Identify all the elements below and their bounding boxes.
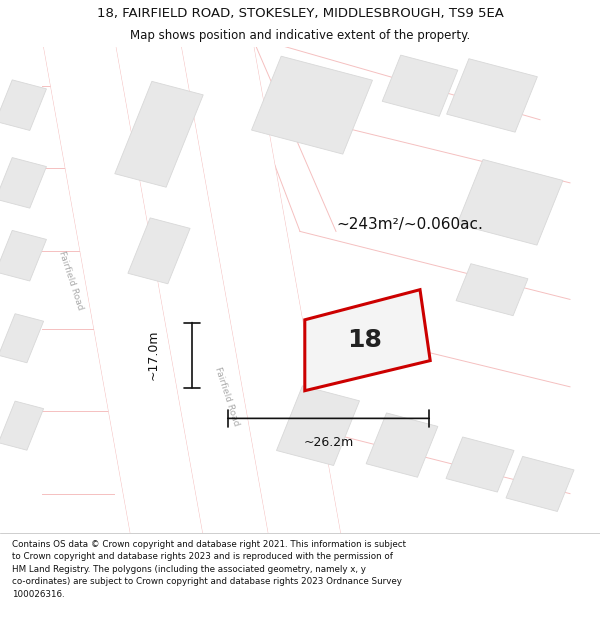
Text: ~26.2m: ~26.2m <box>304 436 353 449</box>
Polygon shape <box>251 56 373 154</box>
Text: 18: 18 <box>347 328 382 352</box>
Polygon shape <box>277 386 359 466</box>
Polygon shape <box>180 37 342 542</box>
Polygon shape <box>382 55 458 116</box>
Polygon shape <box>0 231 46 281</box>
Polygon shape <box>305 290 430 391</box>
Text: ~243m²/~0.060ac.: ~243m²/~0.060ac. <box>336 217 483 232</box>
Polygon shape <box>366 413 438 478</box>
Polygon shape <box>446 59 538 132</box>
Text: Fairfield Road: Fairfield Road <box>213 366 241 427</box>
Text: ~17.0m: ~17.0m <box>146 330 160 381</box>
Polygon shape <box>42 37 204 542</box>
Polygon shape <box>446 437 514 492</box>
Text: Contains OS data © Crown copyright and database right 2021. This information is : Contains OS data © Crown copyright and d… <box>12 540 406 599</box>
Polygon shape <box>506 456 574 511</box>
Polygon shape <box>0 158 46 208</box>
Text: 18, FAIRFIELD ROAD, STOKESLEY, MIDDLESBROUGH, TS9 5EA: 18, FAIRFIELD ROAD, STOKESLEY, MIDDLESBR… <box>97 7 503 19</box>
Text: Fairfield Road: Fairfield Road <box>57 249 85 311</box>
Polygon shape <box>0 80 46 131</box>
Polygon shape <box>0 401 44 450</box>
Polygon shape <box>457 159 563 245</box>
Polygon shape <box>115 81 203 188</box>
Polygon shape <box>0 314 44 362</box>
Polygon shape <box>456 264 528 316</box>
Polygon shape <box>128 218 190 284</box>
Text: Map shows position and indicative extent of the property.: Map shows position and indicative extent… <box>130 29 470 42</box>
